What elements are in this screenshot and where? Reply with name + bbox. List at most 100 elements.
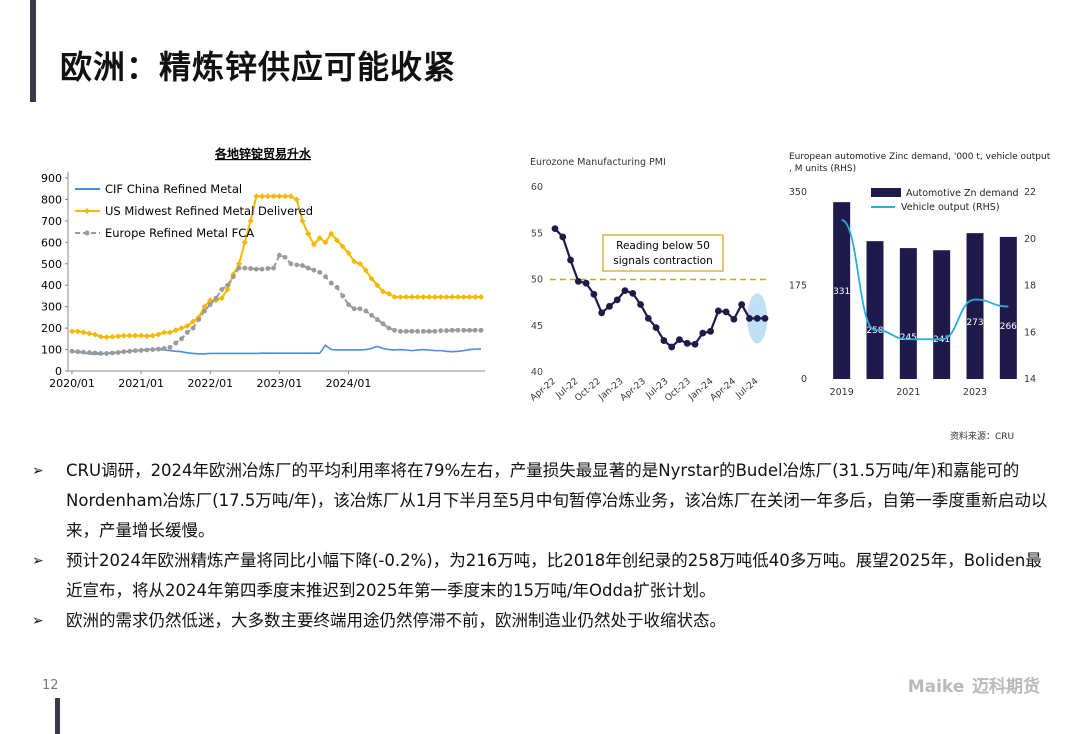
chart2-y-tick-label: 40: [531, 367, 543, 378]
chart1-point: [127, 348, 133, 354]
chart1-point: [351, 258, 358, 265]
chart1-y-tick-label: 300: [41, 301, 62, 314]
chart1-point: [386, 325, 392, 331]
zinc-premium-chart: 各地锌锭贸易升水 0 100 200 300 400 500 600 700 800 900 2020…: [41, 146, 485, 390]
chart1-point: [288, 261, 294, 267]
chart2-point: [590, 290, 598, 298]
chart3-bar: [999, 236, 1017, 379]
chart1-point: [391, 294, 398, 301]
chart1-point: [74, 328, 81, 335]
chart1-point: [179, 336, 184, 342]
chart1-legend-marker: [84, 208, 90, 214]
chart3-x-tick-label: 2023: [963, 387, 987, 398]
chart1-point: [271, 265, 277, 271]
chart1-point: [432, 328, 438, 334]
chart2-point: [707, 327, 714, 335]
chart3-bar: [966, 233, 984, 379]
chart2-x-tick-label: Apr-24: [709, 376, 738, 403]
chart1-point: [478, 294, 484, 301]
chart1-point: [248, 266, 253, 271]
chart1-point: [322, 239, 329, 246]
chart1-point: [126, 332, 133, 339]
chart1-point: [190, 325, 196, 331]
chart1-title: 各地锌锭贸易升水: [214, 146, 312, 161]
chart1-point: [426, 294, 433, 301]
chart2-point: [606, 302, 613, 310]
chart1-point: [478, 327, 484, 333]
chart1-point: [138, 332, 145, 339]
chart1-point: [444, 328, 449, 334]
chart1-point: [253, 193, 260, 200]
chart2-point: [621, 287, 629, 294]
chart1-point: [161, 329, 168, 336]
bullet-marker: ➢: [32, 553, 44, 569]
chart1-point: [150, 347, 156, 352]
chart1-point: [374, 282, 381, 289]
chart2-point: [746, 314, 753, 322]
chart1-point: [230, 274, 236, 280]
bullet-text: CRU调研，2024年欧洲冶炼厂的平均利用率将在79%左右，产量损失最显著的是N…: [66, 461, 1048, 540]
chart1-point: [294, 262, 300, 268]
chart1-point: [259, 193, 266, 200]
chart1-point: [415, 328, 421, 334]
chart2-y-tick-label: 55: [531, 228, 543, 239]
chart2-x-tick-label: Oct-22: [573, 377, 603, 404]
chart1-point: [81, 349, 86, 355]
chart1-point: [380, 321, 386, 327]
chart1-y-tick-label: 600: [41, 236, 62, 249]
chart3-y2-tick-label: 16: [1024, 327, 1036, 338]
chart3-legend-swatch: [871, 188, 901, 197]
page-title: 欧洲：精炼锌供应可能收紧: [60, 48, 457, 86]
chart2-series-line: [554, 227, 765, 349]
chart1-point: [282, 254, 288, 260]
chart1-point: [339, 243, 346, 250]
chart1-legend-label: US Midwest Refined Metal Delivered: [105, 204, 313, 218]
chart3-series-line: [841, 219, 1009, 341]
chart1-point: [253, 266, 259, 272]
chart3-y2-tick-label: 18: [1024, 281, 1036, 292]
chart2-x-tick-label: Jul-24: [734, 376, 761, 401]
chart1-point: [69, 348, 75, 354]
chart1-point: [431, 294, 438, 301]
chart3-legend-label: Vehicle output (RHS): [901, 202, 1000, 213]
chart3-y-tick-label: 0: [801, 374, 807, 385]
bullet-item: ➢ 预计2024年欧洲精炼产量将同比小幅下降(-0.2%)，为216万吨，比20…: [32, 546, 1052, 606]
chart1-point: [323, 274, 328, 280]
chart2-y-tick-label: 45: [531, 321, 543, 332]
chart1-point: [218, 295, 225, 302]
chart1-point: [305, 230, 312, 237]
chart1-point: [103, 334, 110, 341]
chart1-point: [104, 351, 109, 356]
chart1-point: [86, 350, 92, 355]
chart3-title-line1: European automotive Zinc demand, '000 t,…: [789, 152, 1051, 162]
chart2-x-tick-label: Apr-23: [619, 377, 648, 404]
chart3-bar-label: 273: [966, 318, 983, 328]
chart3-bar: [899, 248, 917, 379]
bullet-marker: ➢: [32, 613, 44, 629]
bullet-text: 欧洲的需求仍然低迷，大多数主要终端用途仍然停滞不前，欧洲制造业仍然处于收缩状态。: [66, 611, 726, 630]
chart1-point: [340, 293, 346, 299]
chart1-point: [120, 332, 127, 339]
chart1-point: [172, 327, 179, 334]
chart1-point: [189, 318, 196, 325]
chart2-point: [567, 256, 574, 264]
chart1-point: [202, 308, 207, 314]
chart3-x-tick-label: 2021: [896, 387, 920, 398]
chart1-point: [241, 239, 248, 246]
chart1-point: [201, 303, 208, 310]
chart2-point: [629, 289, 637, 297]
chart3-bar: [933, 250, 951, 379]
chart1-point: [282, 193, 289, 200]
chart1-point: [414, 294, 421, 301]
chart1-point: [115, 350, 121, 355]
chart1-point: [132, 332, 139, 339]
chart1-point: [92, 331, 99, 338]
chart2-point: [753, 314, 761, 322]
chart1-point: [167, 345, 173, 350]
chart1-y-tick-label: 900: [41, 172, 62, 185]
chart1-point: [86, 330, 93, 337]
chart1-point: [80, 329, 87, 336]
chart2-point: [644, 314, 652, 322]
chart3-bar-label: 258: [866, 326, 883, 336]
chart1-point: [276, 252, 282, 258]
